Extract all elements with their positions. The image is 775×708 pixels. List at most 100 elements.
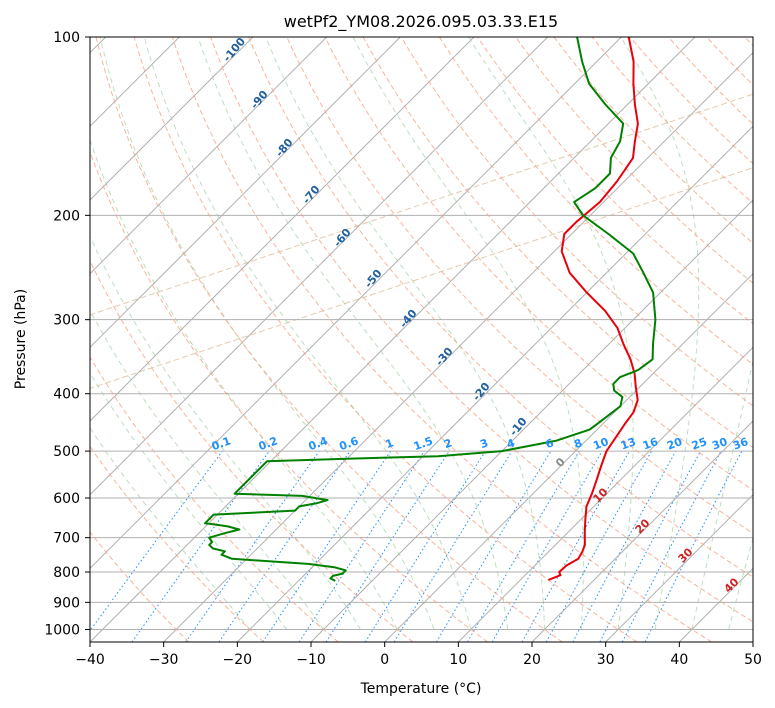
- mixing-ratio-label: 6: [544, 436, 556, 451]
- moist-adiabat-line: [352, 37, 584, 630]
- x-tick-label: −10: [296, 652, 326, 668]
- dry-adiabat-line: [90, 531, 190, 642]
- moist-adiabat-line: [620, 37, 700, 630]
- dry-adiabat-line: [90, 356, 339, 642]
- isotherm-line: [90, 37, 696, 642]
- dry-adiabat-line: [515, 37, 753, 284]
- mixing-ratio-line: [298, 450, 425, 642]
- mixing-ratio-line: [572, 450, 677, 642]
- axes: −40 −30 −20 −10 0 10 20 30 40 5010020030040050060…: [44, 30, 762, 668]
- dry-adiabat-line: [90, 445, 264, 642]
- mixing-ratio-label: 1.5: [412, 434, 435, 453]
- mixing-ratio-label: 25: [690, 435, 709, 452]
- isotherm-line: [457, 346, 753, 642]
- profile-lines: [204, 37, 657, 582]
- x-tick-label: −40: [75, 652, 105, 668]
- mixing-ratio-label: 16: [641, 435, 660, 453]
- mixing-ratio-label: 13: [619, 435, 638, 452]
- temperature-line: [548, 37, 639, 581]
- y-tick-label: 500: [53, 444, 80, 460]
- mixing-ratio-line: [90, 450, 223, 632]
- mixing-ratio-line: [131, 450, 270, 642]
- isotherm-line: [384, 272, 753, 642]
- mixing-ratio-line: [393, 450, 513, 642]
- x-tick-label: 30: [597, 652, 615, 668]
- isotherm-line: [90, 37, 254, 201]
- mixing-ratio-label: 0.2: [257, 434, 280, 453]
- moist-adiabat-line: [265, 37, 546, 630]
- moist-adiabat-line: [691, 358, 753, 630]
- plot-frame: [89, 36, 754, 643]
- mixing-ratio-label: 30: [710, 435, 729, 453]
- isotherm-line: [90, 37, 401, 349]
- mixing-ratio-label: 0.6: [338, 434, 361, 453]
- y-tick-label: 100: [53, 30, 80, 46]
- x-tick-label: −30: [149, 652, 179, 668]
- x-tick-label: 40: [670, 652, 688, 668]
- moist-adiabat-line: [99, 37, 435, 630]
- isotherm-line: [236, 125, 753, 642]
- dry-adiabat-line: [438, 37, 753, 366]
- mixing-ratio-label: 36: [731, 435, 750, 453]
- mixing-ratio-line: [185, 450, 320, 642]
- isotherm-line: [531, 420, 753, 642]
- mixing-ratio-label: 0.1: [210, 434, 233, 453]
- mixing-ratio-label: 2: [442, 436, 454, 451]
- mixing-ratio-line: [521, 450, 630, 642]
- x-tick-label: 10: [449, 652, 467, 668]
- mixing-ratio-label: 20: [665, 435, 684, 453]
- pressure-gridlines: [90, 37, 753, 630]
- dry-adiabat-line: [90, 150, 488, 642]
- y-tick-label: 300: [53, 313, 80, 329]
- y-tick-label: 900: [53, 595, 80, 611]
- moist-adiabat-line: [90, 371, 288, 630]
- mixing-ratio-label: 4: [505, 436, 517, 451]
- isotherm-line: [163, 51, 753, 642]
- x-tick-label: −20: [223, 652, 253, 668]
- moist-adiabat-line: [468, 37, 634, 630]
- dry-adiabat-line: [90, 259, 414, 642]
- y-axis-title: Pressure (hPa): [13, 289, 29, 389]
- dry-adiabat-line: [171, 37, 712, 642]
- moist-adiabat-line: [90, 234, 361, 630]
- mixing-ratio-label: 3: [478, 436, 490, 451]
- moist-adiabat-line: [90, 427, 251, 630]
- isotherm-line: [605, 493, 753, 642]
- x-tick-label: 0: [380, 652, 389, 668]
- dry-adiabat-line: [324, 37, 753, 491]
- mixing-ratio-lines: [90, 450, 743, 642]
- dry-adiabat-line: [210, 37, 753, 623]
- mixing-ratio-label: 0.4: [307, 434, 330, 453]
- dewpoint-line: [204, 37, 657, 582]
- isotherm-line: [90, 37, 475, 422]
- moist-adiabats: [90, 37, 753, 630]
- x-axis-title: Temperature (°C): [360, 681, 482, 697]
- y-tick-label: 1000: [44, 622, 80, 638]
- moist-adiabat-line: [197, 37, 509, 630]
- y-tick-label: 700: [53, 531, 80, 547]
- isotherm-line: [90, 37, 549, 496]
- chart-title: wetPf2_YM08.2026.095.03.33.E15: [284, 12, 558, 32]
- moist-adiabat-line: [90, 138, 398, 630]
- dry-adiabat-line: [400, 37, 753, 407]
- mixing-ratio-line: [644, 450, 743, 642]
- mixing-ratio-line: [218, 450, 351, 642]
- y-tick-label: 200: [53, 208, 80, 224]
- mixing-ratio-line: [325, 450, 450, 642]
- isotherm-line: [90, 37, 622, 570]
- dry-adiabats: [90, 37, 753, 642]
- dry-adiabat-line: [95, 37, 563, 642]
- mixing-ratio-label: 1: [384, 436, 396, 451]
- y-tick-label: 600: [53, 491, 80, 507]
- x-tick-label: 50: [744, 652, 762, 668]
- mixing-ratio-line: [545, 450, 653, 642]
- y-tick-label: 800: [53, 565, 80, 581]
- isotherms: [90, 37, 753, 642]
- mixing-ratio-label: 8: [572, 436, 584, 451]
- mixing-ratio-line: [262, 450, 392, 642]
- mixing-ratio-label: 10: [591, 435, 610, 453]
- isotherm-line: [90, 37, 328, 275]
- x-tick-label: 20: [523, 652, 541, 668]
